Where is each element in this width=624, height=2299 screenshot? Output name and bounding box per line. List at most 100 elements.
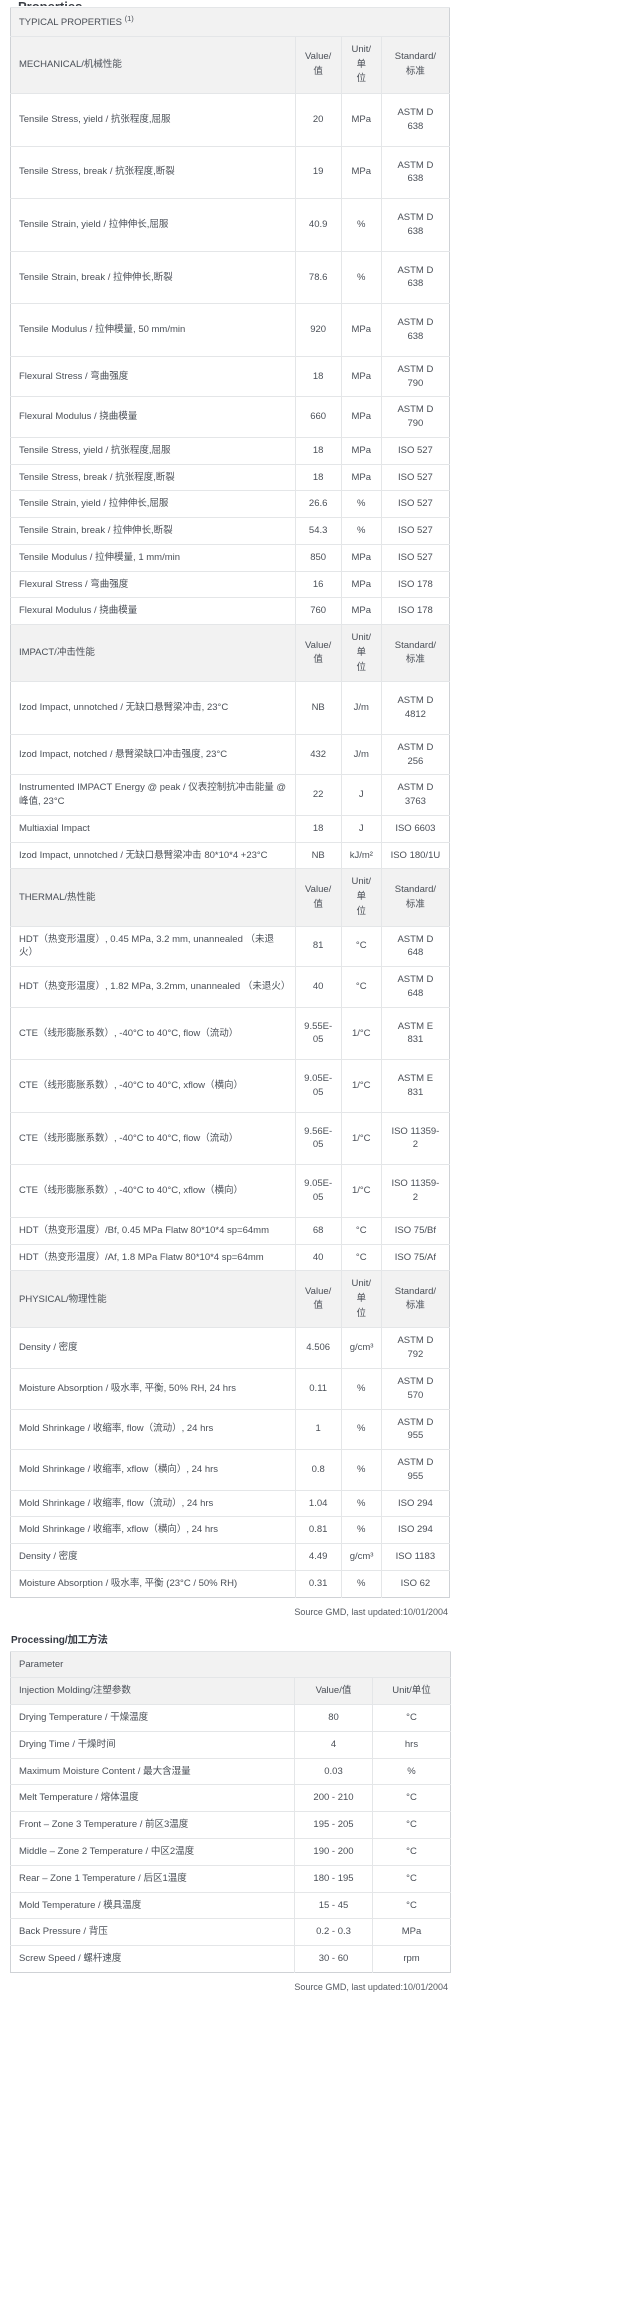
property-standard: ISO 1183 <box>380 1543 450 1571</box>
property-name: Density / 密度 <box>10 1327 296 1369</box>
property-unit: % <box>340 250 382 304</box>
property-unit: MPa <box>340 355 382 397</box>
property-unit: % <box>340 1516 382 1544</box>
section-title: MECHANICAL/机械性能 <box>10 35 296 94</box>
property-standard: ASTM D 792 <box>380 1327 450 1369</box>
property-standard: ASTM D 638 <box>380 303 450 357</box>
property-standard: ISO 178 <box>380 597 450 625</box>
section-title: PHYSICAL/物理性能 <box>10 1270 296 1328</box>
section-header-row: IMPACT/冲击性能 Value/值 Unit/单位 Standard/标准 <box>10 624 450 682</box>
processing-name: Screw Speed / 螺杆速度 <box>10 1945 295 1973</box>
processing-parameter-label: Parameter <box>10 1650 451 1678</box>
property-unit: 1/°C <box>340 1006 382 1060</box>
property-name: Mold Shrinkage / 收缩率, xflow（横向）, 24 hrs <box>10 1449 296 1491</box>
property-value: 1.04 <box>294 1489 342 1517</box>
property-value: 54.3 <box>294 517 342 545</box>
property-standard: ASTM D 955 <box>380 1449 450 1491</box>
processing-subheader-row: Injection Molding/注塑参数 Value/值 Unit/单位 <box>10 1677 451 1705</box>
table-row: Density / 密度 4.49 g/cm³ ISO 1183 <box>10 1543 450 1571</box>
processing-row: Melt Temperature / 熔体温度 200 - 210 °C <box>10 1784 451 1812</box>
property-name: Tensile Stress, yield / 抗张程度,屈服 <box>10 436 296 465</box>
property-value: 660 <box>294 396 342 438</box>
property-name: HDT（热变形温度）, 1.82 MPa, 3.2mm, unannealed … <box>10 966 296 1008</box>
property-unit: MPa <box>340 463 382 491</box>
processing-value: 0.03 <box>294 1757 373 1785</box>
table-row: Moisture Absorption / 吸水率, 平衡 (23°C / 50… <box>10 1569 450 1598</box>
table-row: HDT（热变形温度）, 1.82 MPa, 3.2mm, unannealed … <box>10 966 450 1008</box>
table-row: HDT（热变形温度）/Bf, 0.45 MPa Flatw 80*10*4 sp… <box>10 1216 450 1245</box>
table-row: Density / 密度 4.506 g/cm³ ASTM D 792 <box>10 1327 450 1369</box>
property-name: Tensile Strain, break / 拉伸伸长,断裂 <box>10 250 296 304</box>
processing-source-note: Source GMD, last updated:10/01/2004 <box>294 1981 448 1992</box>
property-unit: 1/°C <box>340 1059 382 1113</box>
property-unit: MPa <box>340 543 382 572</box>
property-unit: % <box>340 490 382 518</box>
table-row: Tensile Strain, break / 拉伸伸长,断裂 78.6% ASTM… <box>10 250 450 304</box>
processing-value: 180 - 195 <box>294 1864 373 1893</box>
table-row: HDT（热变形温度）, 0.45 MPa, 3.2 mm, unannealed… <box>10 925 450 967</box>
property-unit: MPa <box>340 436 382 465</box>
property-value: 4.49 <box>294 1543 342 1571</box>
property-value: 18 <box>294 355 342 397</box>
processing-value: 80 <box>294 1704 373 1732</box>
property-standard: ASTM D 256 <box>380 733 450 775</box>
table-row: Tensile Strain, yield / 拉伸伸长,屈服 26.6% ISO … <box>10 490 450 518</box>
property-name: Tensile Stress, yield / 抗张程度,屈服 <box>10 93 296 147</box>
processing-row: Front – Zone 3 Temperature / 前区3温度 195 - … <box>10 1811 451 1839</box>
processing-row: Screw Speed / 螺杆速度 30 - 60 rpm <box>10 1945 451 1973</box>
property-unit: J/m <box>340 733 382 775</box>
property-unit: J <box>340 814 382 843</box>
property-unit: J/m <box>340 681 382 735</box>
property-unit: % <box>340 198 382 252</box>
processing-unit: MPa <box>372 1918 451 1946</box>
title-superscript: (1) <box>124 14 134 23</box>
property-value: 26.6 <box>294 490 342 518</box>
processing-subheader-unit: Unit/单位 <box>372 1677 451 1705</box>
property-name: CTE（线形膨胀系数）, -40°C to 40°C, xflow（横向） <box>10 1164 296 1218</box>
property-standard: ASTM D 570 <box>380 1368 450 1410</box>
property-unit: MPa <box>340 597 382 625</box>
section-header-row: MECHANICAL/机械性能 Value/值 Unit/单位 Standard/标准 <box>10 35 450 94</box>
table-row: Tensile Strain, yield / 拉伸伸长,屈服 40.9% ASTM… <box>10 198 450 252</box>
section-header-row: PHYSICAL/物理性能 Value/值 Unit/单位 Standard/标准 <box>10 1270 450 1328</box>
property-standard: ASTM D 4812 <box>380 681 450 735</box>
processing-name: Mold Temperature / 模具温度 <box>10 1891 295 1919</box>
property-standard: ISO 294 <box>380 1516 450 1544</box>
property-standard: ASTM D 3763 <box>380 774 450 816</box>
property-value: 0.8 <box>294 1449 342 1491</box>
property-name: Tensile Strain, yield / 拉伸伸长,屈服 <box>10 198 296 252</box>
processing-unit: rpm <box>372 1945 451 1973</box>
property-value: 850 <box>294 543 342 572</box>
table-row: Instrumented IMPACT Energy @ peak / 仪表控制… <box>10 774 450 816</box>
property-value: 18 <box>294 463 342 491</box>
column-header-value: Value/值 <box>294 35 342 94</box>
processing-value: 4 <box>294 1730 373 1759</box>
property-unit: MPa <box>340 93 382 147</box>
property-name: Moisture Absorption / 吸水率, 平衡 (23°C / 50… <box>10 1569 296 1598</box>
property-value: 1 <box>294 1408 342 1450</box>
property-value: 20 <box>294 93 342 147</box>
property-unit: °C <box>340 1243 382 1271</box>
column-header-standard: Standard/标准 <box>380 624 450 682</box>
property-unit: % <box>340 517 382 545</box>
processing-row: Drying Temperature / 干燥温度 80 °C <box>10 1704 451 1732</box>
property-name: HDT（热变形温度）/Af, 1.8 MPa Flatw 80*10*4 sp=… <box>10 1243 296 1271</box>
table-row: CTE（线形膨胀系数）, -40°C to 40°C, xflow（横向） 9.0… <box>10 1164 450 1218</box>
property-name: Density / 密度 <box>10 1543 296 1571</box>
property-unit: % <box>340 1449 382 1491</box>
property-standard: ASTM D 790 <box>380 396 450 438</box>
property-unit: MPa <box>340 303 382 357</box>
property-value: 40.9 <box>294 198 342 252</box>
property-standard: ASTM D 638 <box>380 250 450 304</box>
property-name: CTE（线形膨胀系数）, -40°C to 40°C, flow（流动） <box>10 1111 296 1165</box>
property-standard: ISO 180/1U <box>380 841 450 869</box>
processing-table: Parameter Injection Molding/注塑参数 Value/值 Un… <box>10 1650 451 1973</box>
property-unit: J <box>340 774 382 816</box>
table-row: Flexural Modulus / 挠曲模量 760 MPa ISO 178 <box>10 597 450 625</box>
table-row: Tensile Stress, yield / 抗张程度,屈服 20 MPa ASTM… <box>10 93 450 147</box>
property-standard: ASTM D 638 <box>380 145 450 199</box>
property-unit: MPa <box>340 396 382 438</box>
property-name: HDT（热变形温度）/Bf, 0.45 MPa Flatw 80*10*4 sp… <box>10 1216 296 1245</box>
property-unit: kJ/m² <box>340 841 382 869</box>
table-row: Izod Impact, unnotched / 无缺口悬臂梁冲击 80*10*… <box>10 841 450 869</box>
